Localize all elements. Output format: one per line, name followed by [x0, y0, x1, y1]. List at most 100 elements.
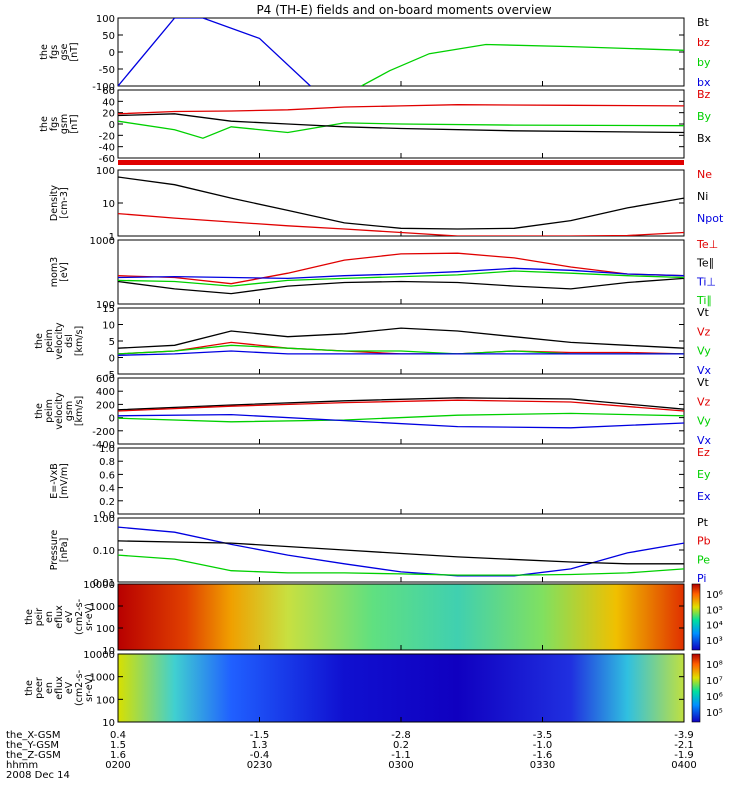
- y-tick-label: 0.4: [99, 484, 115, 495]
- series-By: [118, 120, 684, 139]
- series-Ti⊥: [118, 267, 684, 280]
- series-Vt: [118, 397, 684, 411]
- y-tick-label: 1: [109, 232, 115, 243]
- y-axis-label: eflux: [54, 605, 65, 629]
- y-axis-label: the: [24, 609, 35, 625]
- series-Vz: [118, 399, 684, 412]
- footer-row-label: the_X-GSM: [6, 730, 60, 741]
- series-Te∥: [118, 277, 684, 295]
- colorbar-ion-spec: [691, 583, 701, 651]
- panel-frame: [117, 17, 685, 87]
- legend-entry: bx: [697, 76, 711, 89]
- footer-value: 1.6: [110, 750, 126, 761]
- y-tick-label: 400: [96, 387, 115, 398]
- series-Pe: [118, 554, 684, 576]
- series-Vx: [118, 413, 684, 429]
- footer-value: -3.9: [674, 730, 694, 741]
- series-Bz: [118, 104, 684, 115]
- orbit-footer: the_X-GSM 0.4 -1.5 -2.8 -3.5 -3.9 the_Y-GSM 1.5…: [6, 730, 697, 781]
- y-axis-label: gsm: [59, 114, 70, 134]
- y-tick-label: 1.0: [99, 444, 115, 455]
- legend-entry: Vz: [697, 395, 711, 408]
- y-tick-label: -40: [99, 143, 115, 154]
- footer-value: 0.4: [110, 730, 126, 741]
- y-axis-label: peim: [44, 329, 55, 353]
- y-axis-label: en: [44, 682, 55, 694]
- y-axis-label: the: [34, 333, 45, 349]
- y-tick-label: 1000: [90, 236, 115, 247]
- colorbar-tick: 10⁸: [706, 660, 723, 671]
- legend-entry: Ti∥: [696, 294, 712, 307]
- colorbar-tick: 10⁵: [706, 708, 723, 719]
- legend-entry: Bz: [697, 88, 711, 101]
- y-tick-label: 50: [102, 31, 115, 42]
- y-tick-label: 0: [109, 120, 115, 131]
- colorbar-tick: 10⁶: [706, 692, 723, 703]
- y-tick-label: -60: [99, 154, 115, 165]
- footer-value: -1.1: [391, 750, 411, 761]
- series-Ne: [118, 212, 684, 236]
- panel-fgs-gse: 100 50 0 -50 -100 the fgs gse [nT] Bt bz by bx: [39, 14, 711, 93]
- panel-velocity-gsm: 600 400 200 0 -200 -400 the peim velocity gsm [km/…: [34, 374, 712, 451]
- series-Pt: [118, 540, 684, 565]
- footer-value: 0200: [105, 760, 130, 771]
- y-tick-label: 200: [96, 400, 115, 411]
- y-tick-label: 40: [102, 97, 115, 108]
- panel-pressure: 1.00 0.10 0.01 Pressure [nPa] Pt Pb Pe Pi: [49, 514, 711, 589]
- panel-frame: [117, 377, 685, 445]
- y-axis-label: mom3: [49, 257, 60, 287]
- legend-entry: Vt: [697, 306, 710, 319]
- footer-value: -1.6: [533, 750, 553, 761]
- y-axis-label: sr-eV): [84, 674, 95, 702]
- y-tick-label: 10: [102, 718, 115, 729]
- footer-value: 0400: [671, 760, 696, 771]
- y-tick-label: 10000: [83, 580, 115, 591]
- legend-entry: Vt: [697, 376, 710, 389]
- legend-entry: Bx: [697, 132, 712, 145]
- footer-date: 2008 Dec 14: [6, 770, 70, 781]
- y-axis-label: the: [24, 680, 35, 696]
- y-tick-label: 0.0: [99, 510, 115, 521]
- series-Te⊥: [118, 252, 684, 285]
- y-axis-label: peim: [44, 399, 55, 423]
- y-axis-label: eV: [64, 610, 75, 623]
- legend-entry: Pt: [697, 516, 709, 529]
- legend-entry: By: [697, 110, 712, 123]
- series-Vy: [118, 412, 684, 423]
- colorbar-tick: 10⁶: [706, 590, 723, 601]
- legend-entry: Pi: [697, 572, 706, 585]
- legend-entry: Vy: [697, 345, 711, 358]
- y-axis-label: [nT]: [69, 42, 80, 61]
- y-axis-label: E=-VxB: [49, 463, 60, 498]
- y-tick-label: -50: [99, 65, 115, 76]
- y-axis-label: the: [39, 116, 50, 132]
- spectrogram-electron-spec: [118, 654, 684, 722]
- footer-value: 0300: [388, 760, 413, 771]
- footer-value: 0330: [530, 760, 555, 771]
- panel-frame: [117, 307, 685, 375]
- panel-ion-spec: 10⁶ 10⁵ 10⁴ 10³ 10000 1000 100 10 the peir en eflux…: [24, 580, 723, 657]
- legend-entry: Pb: [697, 535, 711, 548]
- footer-value: -3.5: [533, 730, 553, 741]
- series-by: [361, 43, 684, 86]
- y-tick-label: 10: [102, 646, 115, 657]
- y-tick-label: 1.00: [93, 514, 115, 525]
- legend-entry: Pe: [697, 553, 710, 566]
- y-axis-label: (cm2-s-: [74, 599, 85, 635]
- y-axis-label: Density: [49, 185, 60, 221]
- legend-entry: Ti⊥: [696, 275, 716, 288]
- y-axis-label: [km/s]: [74, 396, 85, 426]
- y-axis-label: [cm-3]: [59, 187, 70, 218]
- footer-value: -2.1: [674, 740, 694, 751]
- y-tick-label: 5: [109, 337, 115, 348]
- y-axis-label: eV: [64, 681, 75, 694]
- y-tick-label: -5: [105, 370, 115, 381]
- y-axis-label: fgs: [49, 117, 60, 131]
- panel-frame: [117, 447, 685, 515]
- y-tick-label: -200: [92, 427, 115, 438]
- y-tick-label: -20: [99, 131, 115, 142]
- y-tick-label: 0.01: [93, 578, 115, 589]
- legend-entry: Ni: [697, 190, 708, 203]
- legend-entry: Te⊥: [696, 238, 718, 251]
- series-Vt: [118, 327, 684, 349]
